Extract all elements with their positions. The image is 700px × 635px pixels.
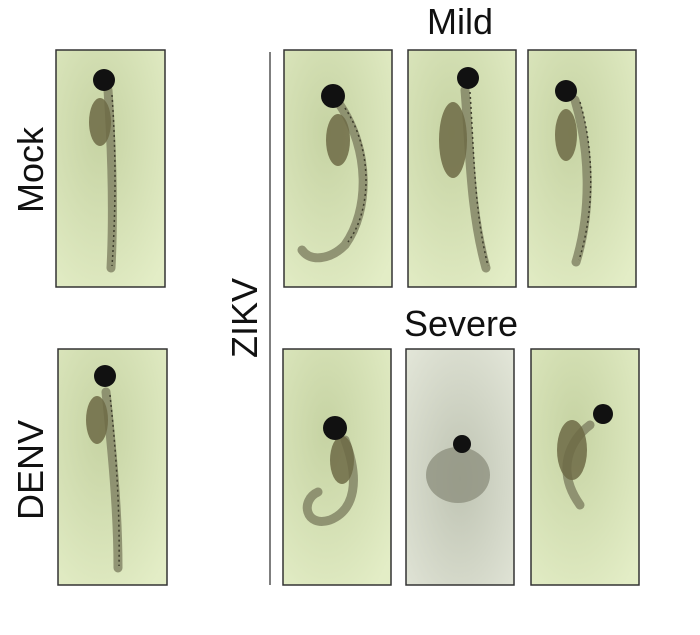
panel: [282, 348, 392, 586]
fish-spine: [111, 94, 116, 267]
fish-body: [460, 85, 491, 273]
mock-label: Mock: [10, 126, 51, 213]
fish-eye: [453, 435, 471, 453]
fish-yolk: [557, 420, 587, 480]
fish-yolk: [89, 98, 111, 146]
fish-eye: [93, 69, 115, 91]
fish-body: [297, 100, 368, 263]
fish-eye: [593, 404, 613, 424]
fish-spine: [109, 394, 120, 567]
severe-image-3: [530, 348, 640, 586]
mild-image-1: [283, 49, 393, 288]
fish-yolk: [439, 102, 467, 178]
fish-spine: [578, 101, 592, 261]
fish-yolk: [86, 396, 108, 444]
zikv-label: ZIKV: [224, 278, 265, 358]
fish-yolk: [555, 109, 577, 161]
panel: [530, 348, 640, 586]
fish-body: [101, 387, 123, 573]
fish-yolk: [330, 436, 354, 484]
fish-body: [426, 447, 490, 503]
fish-eye: [555, 80, 577, 102]
severe-image-2: [405, 348, 515, 586]
severe-label: Severe: [404, 303, 518, 344]
mild-image-3: [527, 49, 637, 288]
mild-label: Mild: [427, 1, 493, 42]
fish-eye: [323, 416, 347, 440]
severe-image-1: [282, 348, 392, 586]
fish-eye: [321, 84, 345, 108]
mild-image-2: [407, 49, 517, 288]
fish-eye: [457, 67, 479, 89]
mock-image: [55, 49, 166, 288]
fish-yolk: [326, 114, 350, 166]
denv-image: [57, 348, 168, 586]
denv-label: DENV: [10, 420, 51, 520]
fish-spine: [469, 91, 489, 267]
fish-eye: [94, 365, 116, 387]
fish-body: [570, 95, 592, 267]
